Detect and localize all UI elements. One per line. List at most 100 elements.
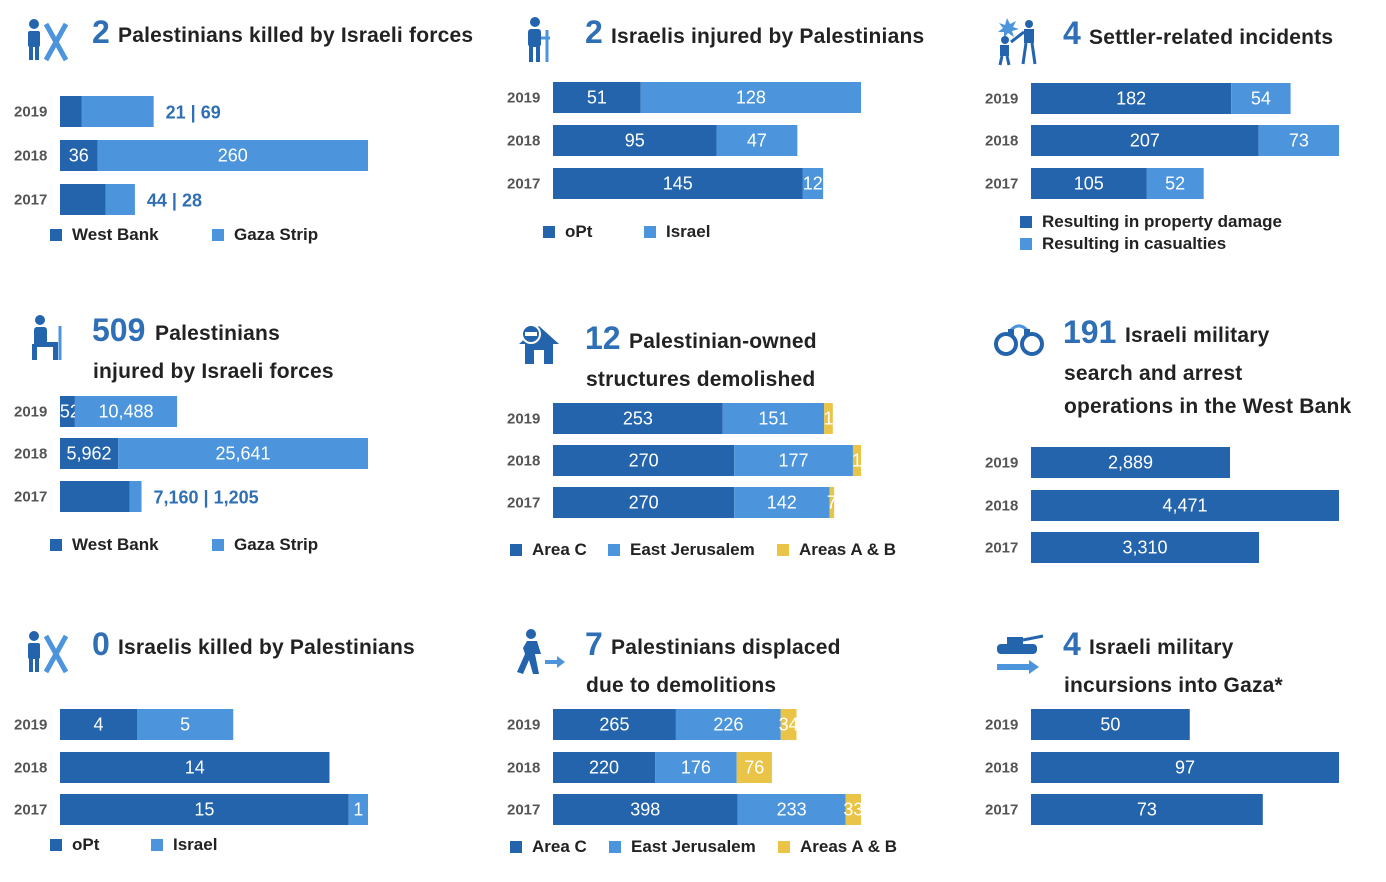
panel-structures-demolished: 12 Palestinian-owned structures demolish… xyxy=(493,300,993,580)
bar-data-label: 207 xyxy=(1130,131,1160,151)
panel-palestinians-injured: 509 Palestinians injured by Israeli forc… xyxy=(0,300,500,580)
bar-segment xyxy=(1031,752,1339,783)
bar-segment xyxy=(734,487,830,518)
legend-item-israel: Israel xyxy=(151,835,217,855)
legend-swatch xyxy=(777,544,789,556)
year-tick-label: 2017 xyxy=(507,802,540,819)
legend-item-property-damage: Resulting in property damage xyxy=(1020,212,1282,232)
bar-data-label: 73 xyxy=(1289,131,1309,151)
legend-swatch xyxy=(50,839,62,851)
bar-segment xyxy=(60,794,349,825)
bar-segment xyxy=(129,481,142,512)
legend-item-area-c: Area C xyxy=(510,837,587,857)
bar-chart: 2019 265 226 34 2018 220 176 76 2017 398 233 33 xyxy=(507,709,863,825)
legend-swatch xyxy=(608,544,620,556)
year-tick-label: 2018 xyxy=(507,133,540,150)
bar-data-label: 7 xyxy=(827,493,837,513)
headline-title-line2: structures demolished xyxy=(586,368,816,391)
bar-segment xyxy=(60,438,119,469)
headline-number: 4 xyxy=(1063,626,1081,662)
bar-segment xyxy=(60,96,82,127)
bar-chart: 2019 2,889 2018 4,471 2017 3,310 xyxy=(985,447,1339,563)
legend-swatch xyxy=(50,539,62,551)
bar-segment xyxy=(137,709,234,740)
bar-segment xyxy=(1031,709,1190,740)
bar-chart: 2019 51 128 2018 95 47 2017 145 12 xyxy=(507,82,861,199)
bar-data-label: 128 xyxy=(736,88,766,108)
bar-segment xyxy=(1031,532,1260,563)
headline-number: 2 xyxy=(92,14,110,50)
bar-data-label: 2,889 xyxy=(1108,453,1153,473)
legend-item-east-jerusalem: East Jerusalem xyxy=(608,540,755,560)
bar-outside-label: 7,160 | 1,205 xyxy=(154,488,259,508)
bar-data-label: 260 xyxy=(218,146,248,166)
bar-segment xyxy=(716,125,798,156)
year-tick-label: 2018 xyxy=(985,133,1018,150)
legend-item-gaza-strip: Gaza Strip xyxy=(212,535,318,555)
bar-data-label: 47 xyxy=(747,131,767,151)
bar-data-label: 3,310 xyxy=(1122,538,1167,558)
legend-swatch xyxy=(151,839,163,851)
house-demolished-icon xyxy=(519,324,559,364)
year-tick-label: 2019 xyxy=(985,717,1018,734)
bar-segment xyxy=(81,96,154,127)
year-tick-label: 2018 xyxy=(985,760,1018,777)
person-displaced-icon xyxy=(517,629,565,674)
year-tick-label: 2018 xyxy=(14,446,47,463)
bar-segment xyxy=(348,794,368,825)
bar-segment xyxy=(824,403,833,434)
year-tick-label: 2017 xyxy=(14,192,47,209)
legend-swatch xyxy=(543,226,555,238)
bar-outside-label: 44 | 28 xyxy=(147,191,202,211)
bar-segment xyxy=(1031,168,1147,199)
bar-data-label: 50 xyxy=(1100,715,1120,735)
bar-segment xyxy=(802,168,824,199)
headline-number: 509 xyxy=(92,312,146,348)
bar-segment xyxy=(734,445,853,476)
bar-segment xyxy=(1031,447,1231,478)
bar-data-label: 73 xyxy=(1137,800,1157,820)
legend-swatch xyxy=(778,841,790,853)
headline-title: Israelis killed by Palestinians xyxy=(118,636,415,659)
bar-data-label: 1 xyxy=(353,800,363,820)
legend-swatch xyxy=(510,544,522,556)
year-tick-label: 2017 xyxy=(14,489,47,506)
bar-segment xyxy=(1031,490,1339,521)
bar-data-label: 270 xyxy=(629,493,659,513)
bar-segment xyxy=(60,184,106,215)
year-tick-label: 2017 xyxy=(507,176,540,193)
bar-chart: 2019 21 | 69 2018 36 260 2017 44 | 28 xyxy=(14,96,368,215)
bar-segment xyxy=(1031,125,1259,156)
year-tick-label: 2019 xyxy=(507,90,540,107)
bar-segment xyxy=(60,396,75,427)
bar-segment xyxy=(736,752,772,783)
bar-segment xyxy=(1031,83,1232,114)
legend-item-opt: oPt xyxy=(543,222,592,242)
year-tick-label: 2019 xyxy=(14,404,47,421)
bar-chart: 2019 182 54 2018 207 73 2017 105 52 xyxy=(985,83,1339,199)
bar-data-label: 151 xyxy=(758,409,788,429)
bar-data-label: 14 xyxy=(185,758,205,778)
year-tick-label: 2018 xyxy=(507,453,540,470)
legend-swatch xyxy=(609,841,621,853)
bar-segment xyxy=(553,168,803,199)
bar-data-label: 182 xyxy=(1116,89,1146,109)
headline-number: 12 xyxy=(585,320,621,356)
legend-item-west-bank: West Bank xyxy=(50,225,159,245)
bar-data-label: 145 xyxy=(663,174,693,194)
headline-title: Palestinians displaced xyxy=(611,636,841,659)
panel-settler-incidents: 4 Settler-related incidents 2019 182 54 201… xyxy=(971,0,1386,280)
tank-incursion-icon xyxy=(997,634,1044,674)
bar-data-label: 398 xyxy=(630,800,660,820)
bar-segment xyxy=(655,752,737,783)
person-crutch-icon xyxy=(32,315,62,360)
headline-number: 0 xyxy=(92,626,110,662)
headline-title-line2: incursions into Gaza* xyxy=(1064,674,1283,697)
panel-palestinians-killed: 2 Palestinians killed by Israeli forces … xyxy=(0,0,500,280)
year-tick-label: 2018 xyxy=(985,498,1018,515)
legend-swatch xyxy=(644,226,656,238)
legend-swatch xyxy=(212,229,224,241)
bar-segment xyxy=(1031,794,1263,825)
bar-segment xyxy=(553,82,641,113)
bar-data-label: 5,962 xyxy=(67,444,112,464)
